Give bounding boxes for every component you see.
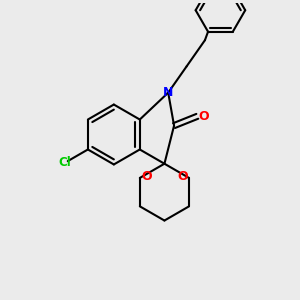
Text: N: N [163, 86, 173, 99]
Text: O: O [177, 170, 188, 183]
Text: Cl: Cl [59, 156, 72, 169]
Text: O: O [199, 110, 209, 123]
Text: O: O [141, 170, 152, 183]
